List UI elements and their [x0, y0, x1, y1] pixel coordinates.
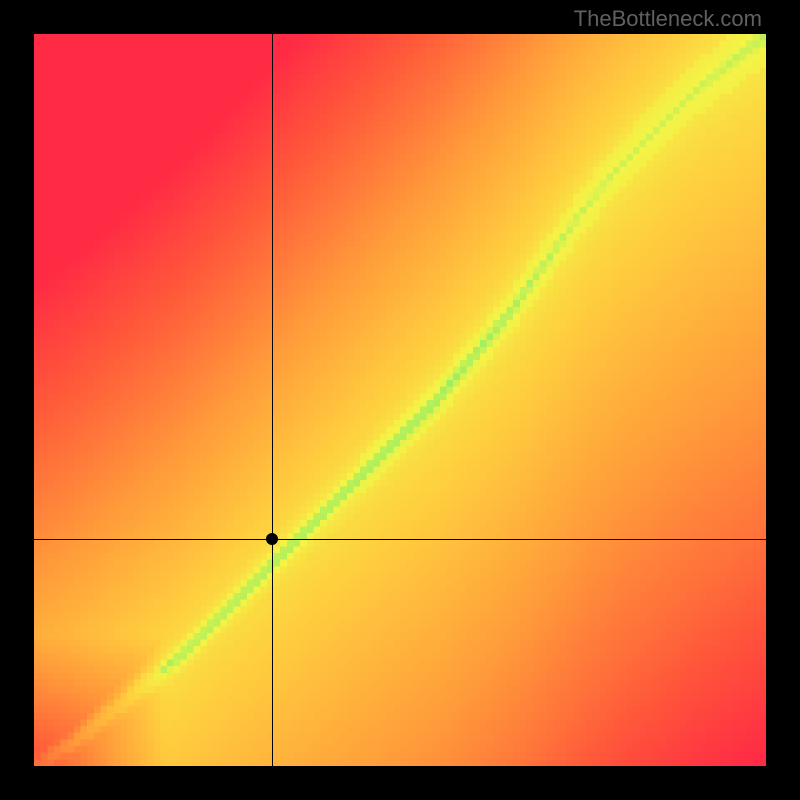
crosshair-vertical: [272, 34, 273, 766]
heatmap-canvas: [34, 34, 766, 766]
crosshair-horizontal: [34, 539, 766, 540]
heatmap-plot: [34, 34, 766, 766]
watermark-text: TheBottleneck.com: [574, 6, 762, 32]
crosshair-marker: [266, 533, 278, 545]
